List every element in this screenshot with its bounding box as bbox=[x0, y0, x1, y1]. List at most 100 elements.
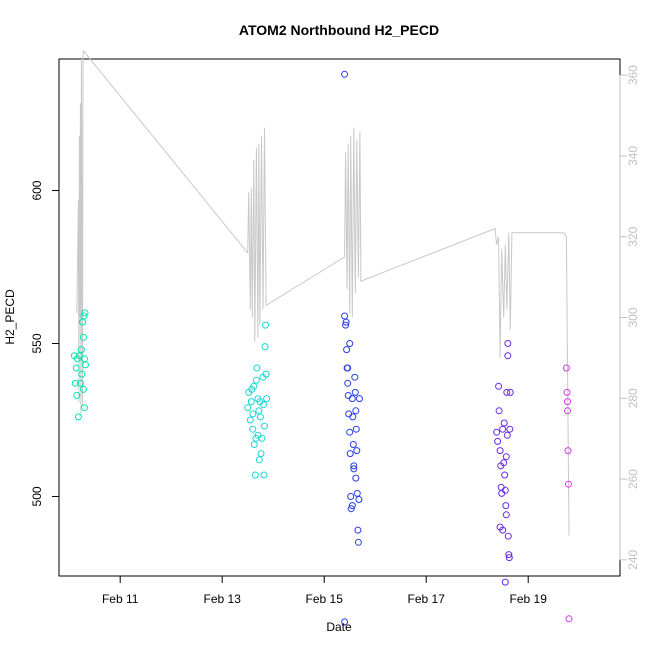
data-point bbox=[252, 376, 260, 384]
y-tick-label: 600 bbox=[30, 180, 44, 200]
data-point bbox=[500, 419, 508, 427]
data-point bbox=[250, 441, 258, 448]
data-point bbox=[75, 352, 83, 360]
data-point bbox=[504, 532, 512, 540]
data-point bbox=[76, 379, 84, 387]
data-point bbox=[563, 388, 571, 396]
secondary-line-series bbox=[76, 49, 570, 536]
data-point bbox=[351, 388, 359, 396]
data-point bbox=[343, 346, 351, 354]
data-point bbox=[502, 453, 510, 461]
data-point bbox=[494, 437, 502, 445]
data-point bbox=[495, 407, 503, 415]
y-axis-left: 500 550 600 bbox=[30, 180, 60, 506]
data-point bbox=[347, 505, 355, 513]
data-point bbox=[348, 502, 356, 510]
data-point bbox=[501, 578, 509, 586]
data-point bbox=[263, 395, 271, 403]
data-point bbox=[355, 496, 363, 503]
data-point bbox=[350, 462, 358, 470]
y2-tick-label: 360 bbox=[626, 65, 640, 85]
data-point bbox=[353, 489, 361, 497]
x-tick-label: Feb 19 bbox=[510, 592, 548, 606]
data-point bbox=[504, 352, 512, 360]
data-point bbox=[503, 388, 511, 396]
plot-frame bbox=[58, 58, 621, 577]
data-point bbox=[351, 373, 359, 381]
data-point bbox=[352, 425, 360, 433]
data-point bbox=[344, 392, 352, 399]
data-point bbox=[344, 364, 352, 372]
data-point bbox=[81, 404, 88, 412]
data-point bbox=[261, 343, 269, 351]
primary-point-series bbox=[70, 70, 573, 626]
data-point bbox=[501, 471, 509, 479]
data-point bbox=[249, 410, 257, 418]
data-point bbox=[260, 401, 267, 409]
data-point bbox=[354, 526, 362, 534]
y-tick-label: 500 bbox=[30, 486, 44, 506]
data-point bbox=[497, 483, 505, 491]
data-point bbox=[565, 615, 573, 623]
y2-tick-label: 300 bbox=[626, 307, 640, 327]
data-point bbox=[249, 425, 257, 433]
chart-title: ATOM2 Northbound H2_PECD bbox=[239, 22, 439, 38]
data-point bbox=[495, 382, 503, 390]
data-point bbox=[341, 312, 349, 320]
data-point bbox=[258, 434, 266, 442]
data-point bbox=[344, 379, 352, 387]
data-point bbox=[499, 526, 507, 534]
y2-tick-label: 320 bbox=[626, 226, 640, 246]
data-point bbox=[257, 450, 265, 458]
data-point bbox=[504, 340, 512, 347]
y-axis-label: H2_PECD bbox=[3, 289, 17, 345]
data-point bbox=[564, 407, 571, 415]
x-tick-label: Feb 17 bbox=[408, 592, 446, 606]
data-point bbox=[501, 486, 509, 494]
data-point bbox=[81, 309, 89, 317]
data-point bbox=[506, 425, 514, 433]
data-point bbox=[342, 321, 350, 329]
data-point bbox=[244, 404, 252, 412]
data-point bbox=[352, 474, 360, 482]
x-axis: Feb 11 Feb 13 Feb 15 Feb 17 Feb 19 bbox=[102, 575, 548, 606]
data-point bbox=[502, 502, 510, 510]
data-point bbox=[493, 428, 501, 436]
data-point bbox=[82, 361, 89, 369]
data-point bbox=[80, 333, 87, 341]
data-point bbox=[346, 428, 354, 436]
data-point bbox=[341, 618, 349, 626]
data-point bbox=[342, 318, 350, 326]
data-point bbox=[78, 370, 86, 378]
data-point bbox=[74, 413, 82, 421]
data-point bbox=[353, 447, 361, 455]
data-point bbox=[349, 413, 357, 421]
data-point bbox=[248, 385, 256, 393]
data-point bbox=[346, 340, 354, 347]
data-point bbox=[352, 407, 360, 415]
x-axis-label: Date bbox=[326, 620, 352, 634]
data-point bbox=[345, 410, 353, 418]
data-point bbox=[355, 395, 363, 403]
data-point bbox=[255, 456, 263, 464]
data-point bbox=[252, 434, 260, 442]
data-point bbox=[503, 431, 511, 439]
data-point bbox=[499, 425, 507, 433]
data-point bbox=[80, 385, 87, 393]
y2-tick-label: 240 bbox=[626, 550, 640, 570]
data-point bbox=[251, 471, 259, 479]
data-point bbox=[77, 346, 85, 354]
data-point bbox=[505, 554, 513, 562]
data-point bbox=[496, 447, 504, 455]
data-point bbox=[350, 465, 358, 473]
x-tick-label: Feb 11 bbox=[102, 592, 139, 606]
y-tick-label: 550 bbox=[30, 333, 44, 353]
data-point bbox=[565, 480, 572, 488]
data-point bbox=[253, 364, 261, 372]
x-tick-label: Feb 15 bbox=[306, 592, 344, 606]
data-point bbox=[354, 538, 362, 546]
data-point bbox=[255, 407, 263, 415]
y2-tick-label: 280 bbox=[626, 388, 640, 408]
data-point bbox=[262, 321, 269, 329]
